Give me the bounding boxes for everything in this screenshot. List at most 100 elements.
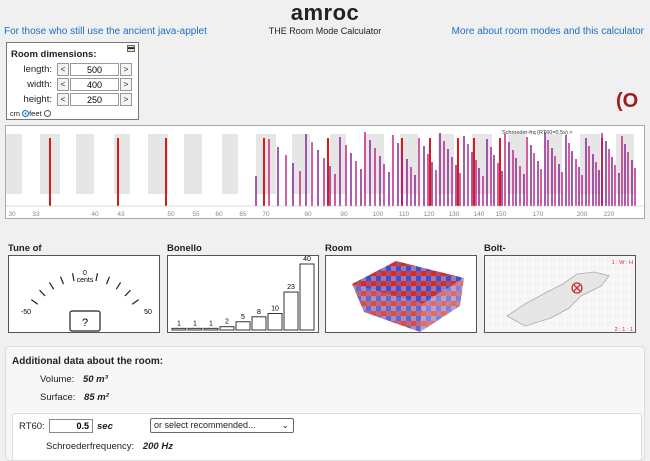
additional-data-title: Additional data about the room: [12, 356, 164, 367]
spectrum-band [400, 134, 418, 194]
tune-meter: 0 cents -50 50 ? [8, 255, 160, 333]
spectrum-tick-label: 70 [262, 211, 270, 218]
loading-indicator-icon: (O [616, 90, 639, 112]
gauge-tick [131, 299, 140, 305]
mode-spectrum[interactable]: 30 33 40 43 50 55 60 65 70 80 90 100 110 120 130 140 150… [5, 125, 645, 219]
room-side-face [420, 278, 464, 332]
spectrum-tick-label: 60 [215, 211, 223, 218]
gauge-tick [30, 299, 39, 305]
bolt-area-shape [506, 271, 610, 327]
spectrum-tick-label: 140 [474, 211, 485, 218]
bolt-area-chart[interactable]: 1 : W : H 2 : 1 : 1 [484, 255, 636, 333]
unit-feet-label: feet [29, 109, 42, 118]
bonello-bar-label: 40 [303, 256, 311, 263]
schroeder-label: Schroederfrequency: [46, 441, 135, 452]
spectrum-tick-label: 90 [340, 211, 348, 218]
height-input[interactable] [70, 93, 119, 106]
bonello-bar-label: 8 [257, 309, 261, 316]
length-increase-button[interactable]: > [120, 63, 132, 76]
gauge-tick [95, 273, 99, 282]
gauge-tick [71, 273, 75, 282]
height-decrease-button[interactable]: < [57, 93, 69, 106]
spectrum-band [6, 134, 22, 194]
spectrum-tick-label: 130 [449, 211, 460, 218]
gauge-tick [115, 282, 122, 290]
spectrum-band [292, 134, 310, 194]
bonello-bar [203, 327, 219, 331]
spectrum-tick-label: 50 [167, 211, 175, 218]
bolt-marker-cross [573, 284, 581, 292]
mode-spectrum-chart[interactable]: 30 33 40 43 50 55 60 65 70 80 90 100 110 120 130 140 150… [6, 126, 644, 218]
rt60-unit: sec [97, 421, 113, 432]
rt60-section [12, 413, 642, 461]
width-increase-button[interactable]: > [120, 78, 132, 91]
width-label: width: [27, 79, 52, 90]
bonello-bar-label: 1 [193, 320, 197, 327]
volume-row: Volume: 50 m³ [40, 374, 108, 385]
length-decrease-button[interactable]: < [57, 63, 69, 76]
gauge-reading-box [69, 310, 101, 332]
bonello-bar [267, 313, 283, 331]
spectrum-tick-label: 43 [117, 211, 125, 218]
rt60-input[interactable] [49, 419, 93, 433]
bonello-bar [283, 291, 299, 331]
unit-cm-radio[interactable] [22, 110, 30, 117]
spectrum-tick-label: 55 [192, 211, 200, 218]
bonello-bar-label: 5 [241, 314, 245, 321]
surface-value: 85 m² [84, 392, 109, 403]
spectrum-band [114, 134, 130, 194]
volume-value: 50 m³ [82, 374, 108, 385]
schroeder-value: 200 Hz [142, 441, 173, 452]
room-front-face [352, 284, 422, 332]
width-decrease-button[interactable]: < [57, 78, 69, 91]
bonello-bar [299, 263, 315, 331]
bonello-bar-label: 1 [209, 320, 213, 327]
surface-label: Surface: [40, 392, 76, 403]
bonello-bar-label: 23 [287, 284, 295, 291]
chevron-down-icon: ⌄ [281, 420, 289, 430]
bonello-bar [187, 327, 203, 331]
bonello-bar-label: 1 [177, 320, 181, 327]
bonello-bar [251, 316, 267, 331]
spectrum-tick-label: 65 [239, 211, 247, 218]
length-input[interactable] [70, 63, 119, 76]
spectrum-band [364, 134, 384, 194]
room3d-view[interactable] [325, 255, 477, 333]
spectrum-band [580, 134, 600, 194]
spectrum-band [546, 134, 562, 194]
height-label: height: [23, 94, 52, 105]
more-info-link[interactable]: More about room modes and this calculato… [451, 26, 644, 37]
rt60-unit-text: sec [97, 421, 113, 432]
bonello-chart: 1 1 1 2 5 8 10 23 40 [167, 255, 319, 333]
spectrum-band [438, 134, 454, 194]
java-applet-link[interactable]: For those who still use the ancient java… [4, 26, 207, 37]
minimize-icon[interactable]: ▬ [127, 45, 135, 52]
gauge-reading: ? [82, 317, 88, 329]
gauge-min: -50 [21, 309, 31, 316]
bonello-bar-label: 10 [271, 306, 279, 313]
gauge-tick [105, 276, 111, 285]
height-increase-button[interactable]: > [120, 93, 132, 106]
length-label: length: [23, 64, 52, 75]
bonello-bar [219, 326, 235, 331]
spectrum-tick-label: 200 [577, 211, 588, 218]
spectrum-tick-label: 120 [424, 211, 435, 218]
app-subtitle: THE Room Mode Calculator [268, 26, 382, 36]
room-dimensions-panel: Room dimensions: ▬ length: < > width: < … [6, 42, 139, 120]
room-dimensions-title: Room dimensions: [11, 49, 97, 60]
height-row: height: < > [11, 93, 136, 106]
bonello-bar [235, 321, 251, 331]
rt60-recommended-select[interactable]: or select recommended... ⌄ [150, 418, 294, 433]
app-title: amroc [290, 0, 360, 25]
spectrum-tick-label: 100 [373, 211, 384, 218]
bolt-tag-bottom: 2 : 1 : 1 [615, 327, 633, 333]
width-input[interactable] [70, 78, 119, 91]
rt60-label: RT60: [19, 421, 45, 432]
spectrum-tick-label: 40 [91, 211, 99, 218]
unit-feet-radio[interactable] [43, 110, 51, 117]
unit-selector: cm feet [10, 109, 51, 118]
spectrum-band [184, 134, 202, 194]
length-row: length: < > [11, 63, 136, 76]
spectrum-tick-label: 33 [32, 211, 40, 218]
spectrum-tick-label: 110 [399, 211, 410, 218]
